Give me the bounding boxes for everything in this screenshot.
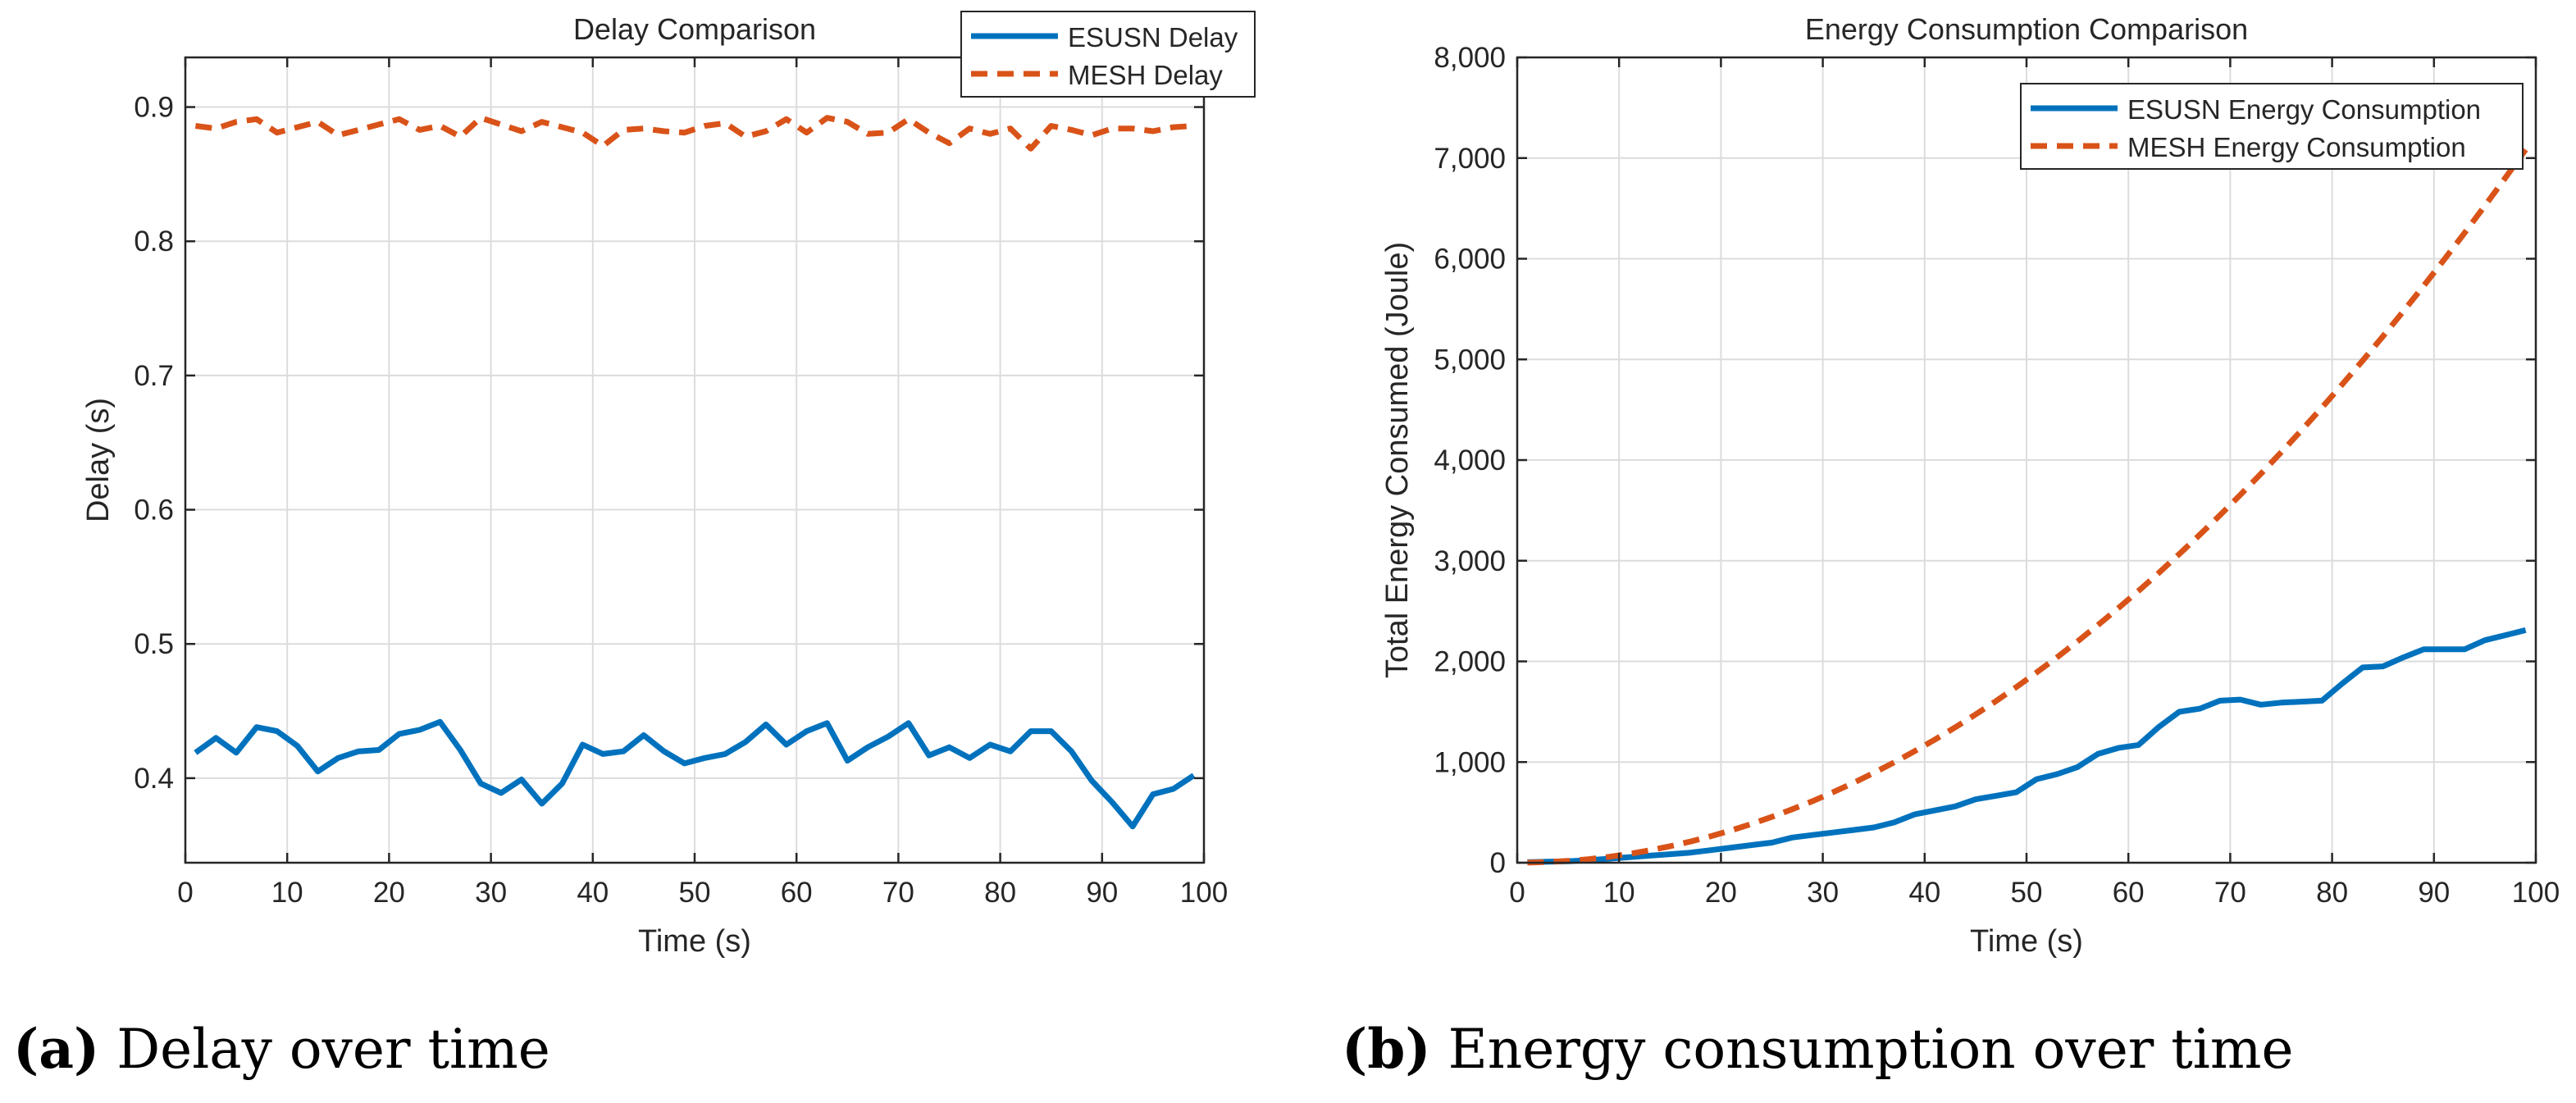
energy-y-tick-label: 2,000 — [1434, 646, 1506, 678]
energy-x-tick-label: 70 — [2214, 877, 2246, 909]
energy-y-tick-label: 4,000 — [1434, 444, 1506, 476]
energy-x-tick-label: 60 — [2113, 877, 2145, 909]
delay-legend-box — [960, 11, 1256, 98]
delay-y-tick-label: 0.9 — [134, 92, 174, 124]
delay-x-tick-label: 70 — [882, 877, 914, 909]
delay-y-tick-label: 0.4 — [134, 763, 174, 795]
delay-x-tick-label: 30 — [475, 877, 507, 909]
delay-legend-label-esusn: ESUSN Delay — [1068, 22, 1238, 52]
delay-series — [194, 115, 1196, 830]
delay-y-tick-label: 0.6 — [134, 495, 174, 526]
caption-b-letter: (b) — [1342, 1017, 1431, 1081]
delay-y-tick-label: 0.7 — [134, 360, 174, 392]
energy-x-tick-label: 0 — [1509, 877, 1525, 909]
delay-x-tick-label: 0 — [177, 877, 193, 909]
energy-x-axis-label: Time (s) — [1970, 924, 2083, 959]
energy-series — [1527, 148, 2528, 866]
caption-a-text: Delay over time — [99, 1018, 550, 1081]
delay-legend: ESUSN Delay MESH Delay — [960, 11, 1256, 98]
delay-x-tick-label: 50 — [679, 877, 711, 909]
delay-x-tick-label: 60 — [781, 877, 813, 909]
energy-x-tick-label: 30 — [1807, 877, 1839, 909]
delay-x-axis-label: Time (s) — [638, 924, 751, 959]
energy-legend-label-mesh: MESH Energy Consumption — [2127, 132, 2466, 162]
energy-y-tick-label: 7,000 — [1434, 143, 1506, 175]
energy-y-tick-label: 1,000 — [1434, 746, 1506, 778]
energy-y-tick-label: 6,000 — [1434, 244, 1506, 276]
energy-x-tick-label: 10 — [1603, 877, 1635, 909]
energy-x-tick-label: 40 — [1908, 877, 1940, 909]
delay-x-tick-label: 90 — [1086, 877, 1118, 909]
energy-series-mesh-line — [1527, 148, 2528, 866]
energy-y-tick-label: 5,000 — [1434, 344, 1506, 376]
delay-chart-title: Delay Comparison — [573, 12, 816, 46]
delay-y-tick-label: 0.5 — [134, 628, 174, 660]
caption-b-text: Energy consumption over time — [1431, 1018, 2294, 1081]
delay-x-tick-label: 100 — [1180, 877, 1228, 909]
energy-legend-box — [2020, 83, 2524, 170]
delay-y-axis-label: Delay (s) — [81, 398, 116, 522]
delay-x-tick-label: 40 — [577, 877, 609, 909]
energy-x-tick-label: 80 — [2316, 877, 2348, 909]
delay-chart-panel: 0 10 20 30 40 50 60 70 80 90 100 0.4 0.5 0.6 0.7 0.8 0.9… — [81, 11, 1256, 959]
energy-legend-label-esusn: ESUSN Energy Consumption — [2127, 94, 2481, 125]
energy-x-tick-label: 50 — [2011, 877, 2043, 909]
delay-y-tick-label: 0.8 — [134, 226, 174, 258]
delay-x-tick-label: 80 — [984, 877, 1016, 909]
delay-series-mesh-line — [194, 115, 1194, 152]
caption-a: (a) Delay over time — [13, 1017, 550, 1081]
delay-ticks: 0 10 20 30 40 50 60 70 80 90 100 0.4 0.5 0.6 0.7 0.8 0.9 — [134, 57, 1228, 909]
delay-x-tick-label: 10 — [271, 877, 303, 909]
energy-y-tick-label: 8,000 — [1434, 42, 1506, 74]
energy-ticks: 0 10 20 30 40 50 60 70 80 90 100 0 1,000 2,000 3,000 4,… — [1434, 42, 2560, 909]
energy-legend: ESUSN Energy Consumption MESH Energy Con… — [2020, 83, 2524, 170]
delay-x-tick-label: 20 — [373, 877, 405, 909]
energy-y-axis-label: Total Energy Consumed (Joule) — [1380, 242, 1415, 678]
energy-x-tick-label: 20 — [1705, 877, 1737, 909]
caption-a-letter: (a) — [13, 1017, 99, 1081]
energy-y-tick-label: 0 — [1490, 847, 1506, 879]
energy-chart-panel: 0 10 20 30 40 50 60 70 80 90 100 0 1,000 2,000 3,000 4,… — [1380, 12, 2560, 959]
delay-series-esusn-line — [194, 718, 1196, 830]
caption-b: (b) Energy consumption over time — [1342, 1017, 2294, 1081]
energy-series-esusn-line — [1527, 627, 2527, 865]
energy-x-tick-label: 90 — [2418, 877, 2450, 909]
delay-legend-label-mesh: MESH Delay — [1068, 60, 1223, 90]
energy-x-tick-label: 100 — [2512, 877, 2560, 909]
energy-chart-title: Energy Consumption Comparison — [1805, 12, 2248, 46]
energy-y-tick-label: 3,000 — [1434, 545, 1506, 577]
